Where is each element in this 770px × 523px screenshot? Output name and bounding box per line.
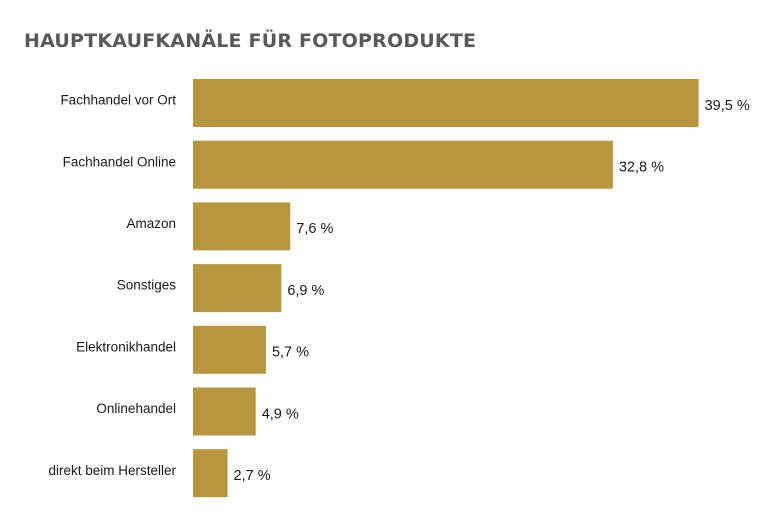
bar-0: [193, 79, 699, 127]
category-label-1: Fachhandel Online: [63, 154, 176, 169]
value-label-4: 5,7 %: [272, 345, 309, 361]
bar-1: [193, 140, 613, 189]
bar-5: [193, 387, 256, 436]
value-label-1: 32,8 %: [619, 160, 664, 176]
bar-4: [193, 325, 266, 374]
value-label-6: 2,7 %: [234, 468, 271, 484]
category-label-2: Amazon: [126, 216, 176, 231]
value-label-5: 4,9 %: [262, 406, 299, 422]
value-label-3: 6,9 %: [287, 283, 324, 299]
category-label-0: Fachhandel vor Ort: [60, 93, 176, 108]
category-label-6: direkt beim Hersteller: [48, 463, 176, 478]
value-label-0: 39,5 %: [705, 98, 750, 114]
category-label-4: Elektronikhandel: [76, 339, 176, 354]
value-label-2: 7,6 %: [296, 221, 333, 237]
chart-title: HAUPTKAUFKANÄLE FÜR FOTOPRODUKTE: [24, 30, 477, 52]
category-label-3: Sonstiges: [117, 278, 177, 293]
bar-2: [193, 202, 291, 251]
bar-6: [193, 449, 228, 498]
bar-3: [193, 264, 282, 313]
category-label-5: Onlinehandel: [96, 401, 176, 416]
